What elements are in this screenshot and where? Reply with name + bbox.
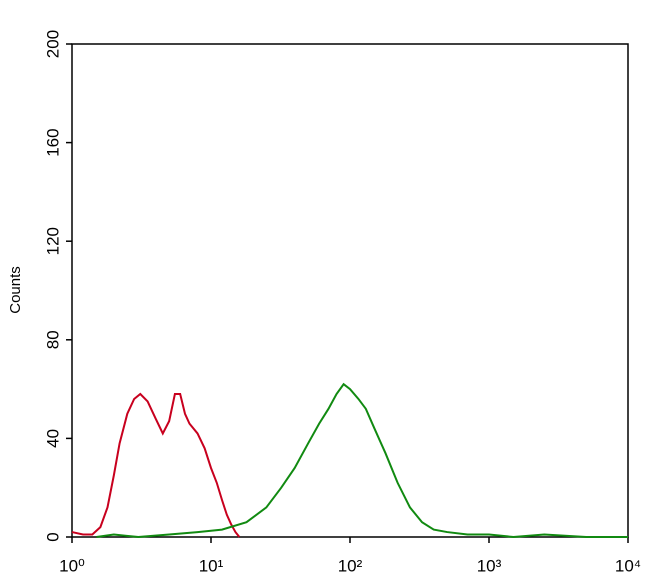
x-tick-label: 10¹ [199, 556, 224, 575]
y-tick-label: 80 [43, 330, 62, 349]
x-tick-label: 10⁴ [615, 556, 641, 575]
series-line [96, 382, 628, 539]
y-tick-label: 0 [43, 532, 62, 541]
x-tick-label: 10⁰ [59, 556, 85, 575]
y-tick-label: 160 [43, 128, 62, 156]
y-tick-label: 200 [43, 30, 62, 58]
x-tick-label: 10² [338, 556, 363, 575]
y-axis-label: Counts [7, 266, 24, 314]
x-tick-label: 10³ [477, 556, 502, 575]
y-tick-label: 120 [43, 227, 62, 255]
plot-frame [71, 43, 629, 538]
y-tick-label: 40 [43, 429, 62, 448]
series-line [71, 392, 241, 538]
